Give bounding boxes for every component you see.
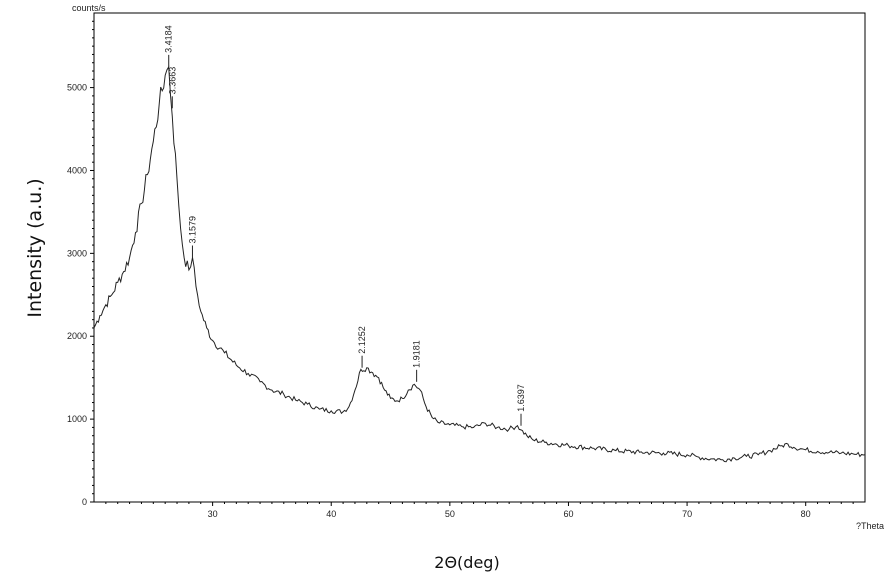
x-tick-label: 40 [326, 509, 336, 519]
y-axis: 0 1000 2000 3000 4000 5000 [67, 20, 94, 507]
peak-annotations: 3.4184 3.3663 3.1579 2.1252 1.9181 1.6397 [164, 25, 526, 426]
y-axis-title: Intensity (a.u.) [24, 178, 46, 317]
peak-label: 2.1252 [357, 326, 367, 354]
y-tick-label: 1000 [67, 414, 87, 424]
x-axis-title: 2Θ(deg) [434, 553, 499, 572]
peak-label: 1.6397 [516, 384, 526, 412]
y-tick-label: 2000 [67, 331, 87, 341]
x-axis: 30 40 50 60 70 80 [105, 502, 854, 519]
peak-label: 3.1579 [187, 216, 197, 244]
x-tick-label: 70 [682, 509, 692, 519]
series-line [93, 65, 866, 463]
peak-label: 3.3663 [167, 67, 177, 95]
y-tick-label: 4000 [67, 165, 87, 175]
y-tick-label: 0 [82, 497, 87, 507]
x-units-label: ?Theta [856, 521, 884, 531]
y-tick-label: 5000 [67, 83, 87, 93]
x-tick-label: 60 [563, 509, 573, 519]
peak-label: 3.4184 [164, 25, 174, 53]
peak-label: 1.9181 [412, 340, 422, 368]
plot-frame [93, 12, 866, 503]
y-units-label: counts/s [72, 3, 106, 13]
x-tick-label: 30 [208, 509, 218, 519]
x-tick-label: 50 [445, 509, 455, 519]
y-tick-label: 3000 [67, 248, 87, 258]
x-tick-label: 80 [801, 509, 811, 519]
